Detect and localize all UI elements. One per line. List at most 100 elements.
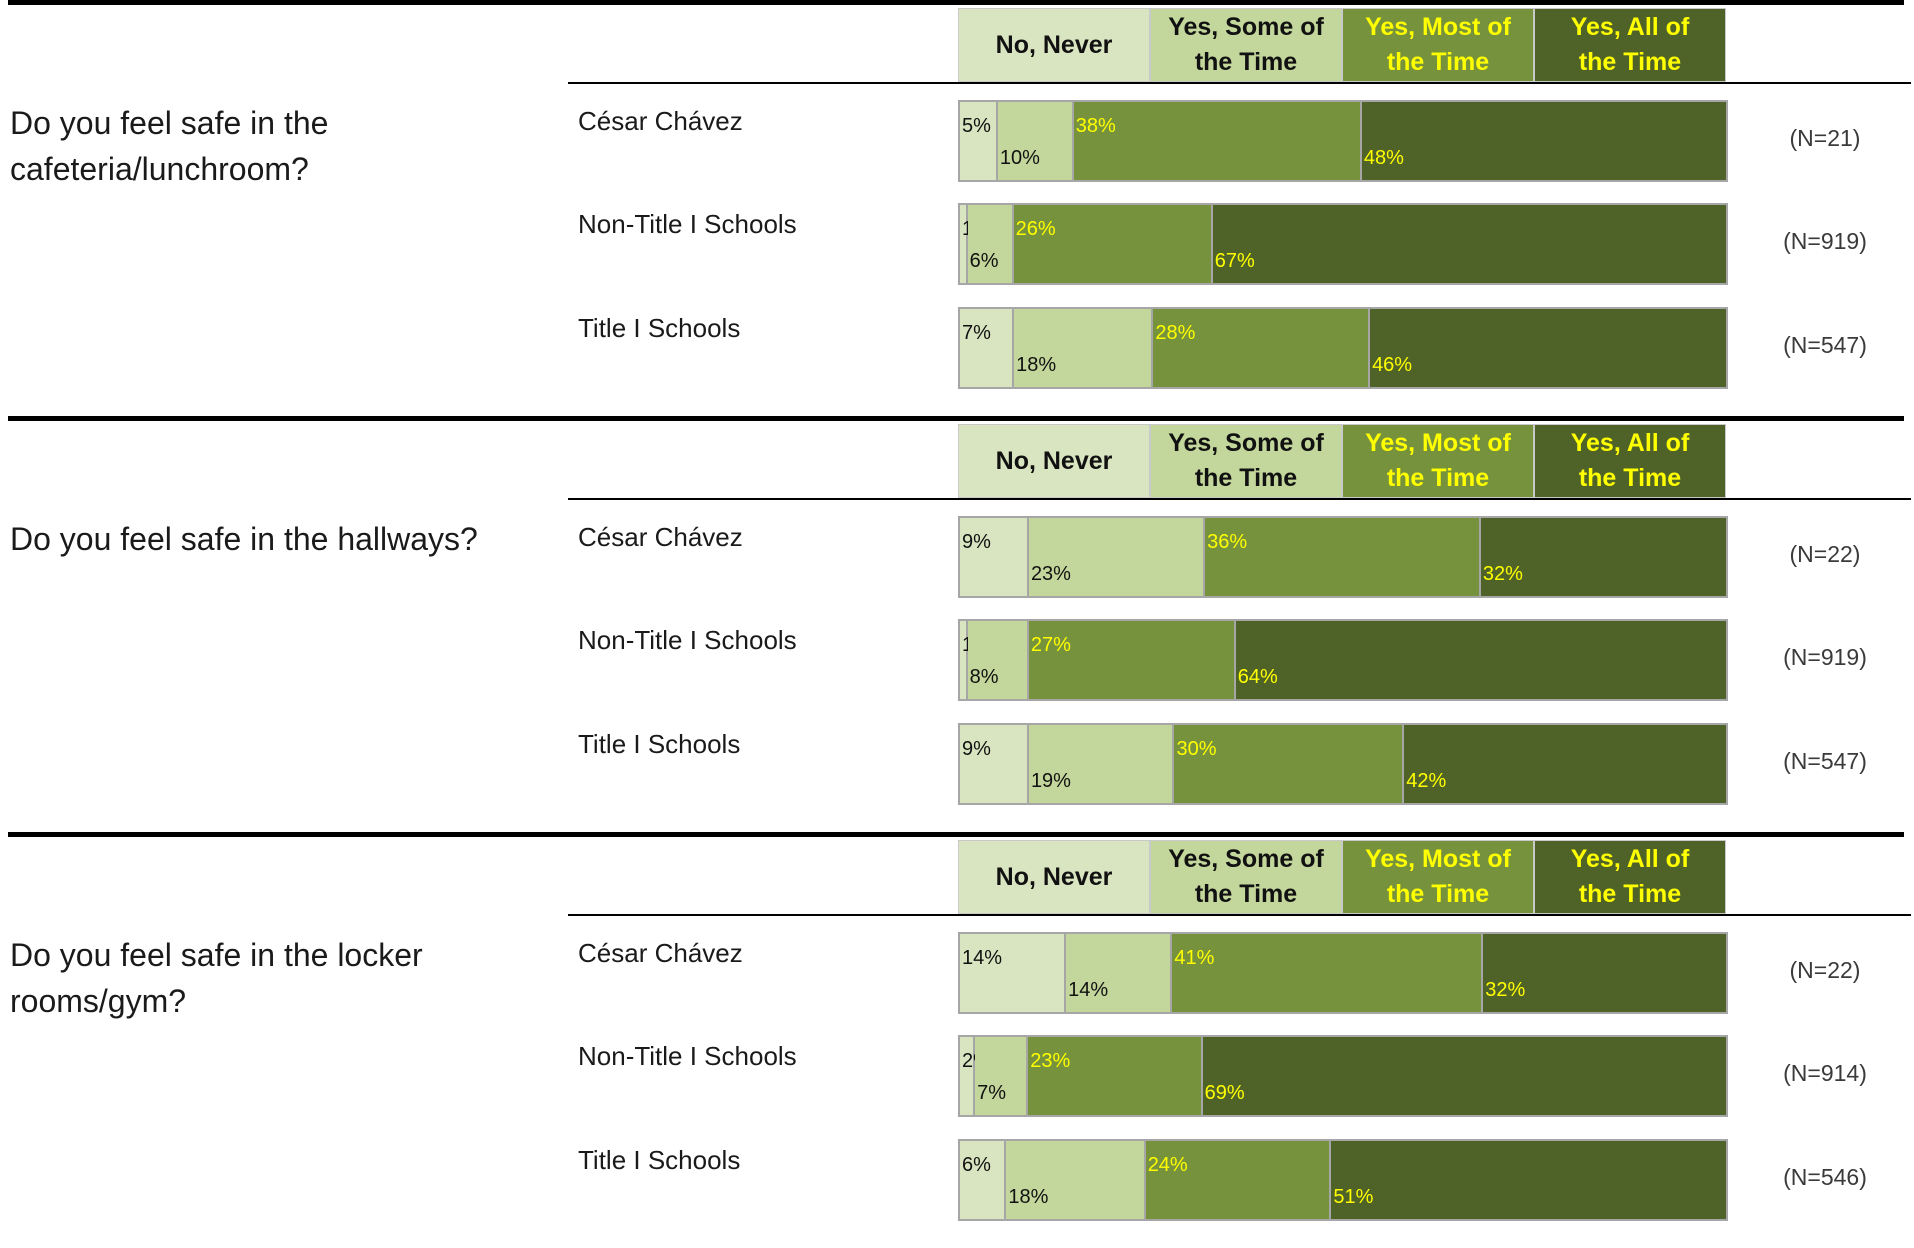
sample-size-label: (N=546): [1783, 1164, 1867, 1190]
bar-segment: 7%: [960, 309, 1015, 387]
row-label: Title I Schools: [578, 729, 741, 759]
bar-segment: 2%: [960, 1037, 991, 1115]
data-label: 5%: [962, 115, 991, 137]
header-underline: [568, 82, 1911, 84]
data-label: 18%: [1016, 354, 1057, 376]
question-panel: No, Never Yes, Some of the Time Yes, Most …: [0, 832, 1914, 1248]
bar-segment: 14%: [960, 934, 1067, 1012]
bar-segment: 30%: [1174, 725, 1405, 803]
data-label: 28%: [1155, 322, 1196, 344]
bar-segment: 36%: [1205, 518, 1481, 596]
stacked-bar: 2%7% 23% 69%: [958, 1035, 1728, 1117]
bar-segment: 23%: [1028, 1037, 1203, 1115]
data-label: 23%: [1030, 563, 1071, 585]
bar-segment: 32%: [1480, 518, 1726, 596]
bar-segment: 32%: [1483, 934, 1726, 1012]
bar-segment: 26%: [1013, 205, 1213, 283]
bar-segment: 10%: [997, 102, 1074, 180]
bar-segment: 18%: [1014, 309, 1154, 387]
data-label: 9%: [962, 531, 991, 553]
data-label: 24%: [1147, 1154, 1188, 1176]
bar-segment: 18%: [1006, 1141, 1146, 1219]
data-label: 51%: [1333, 1186, 1374, 1208]
bar-segment: 24%: [1145, 1141, 1332, 1219]
data-label: 19%: [1030, 770, 1071, 792]
data-label: 7%: [962, 322, 991, 344]
legend-header: Yes, Some of the Time: [1150, 8, 1342, 82]
data-label: 23%: [1030, 1050, 1071, 1072]
bar-segment: 28%: [1153, 309, 1371, 387]
legend-header: Yes, All of the Time: [1534, 8, 1726, 82]
bar-segment: 9%: [960, 518, 1029, 596]
stacked-bar: 14% 14% 41% 32%: [958, 932, 1728, 1014]
stacked-bar: 9% 19% 30% 42%: [958, 723, 1728, 805]
section-divider: [8, 0, 1904, 5]
data-label: 8%: [969, 666, 999, 688]
stacked-bar: 7% 18% 28% 46%: [958, 307, 1728, 389]
sample-size-label: (N=547): [1783, 332, 1867, 358]
stacked-bar: 9% 23% 36% 32%: [958, 516, 1728, 598]
stacked-bar: 6% 18% 24% 51%: [958, 1139, 1728, 1221]
bar-segment: 5%: [960, 102, 998, 180]
data-label: 46%: [1372, 354, 1413, 376]
section-divider: [8, 832, 1904, 837]
sample-size-label: (N=547): [1783, 748, 1867, 774]
bar-segment: 51%: [1331, 1141, 1726, 1219]
data-label: 67%: [1214, 250, 1255, 272]
bar-segment: 38%: [1073, 102, 1362, 180]
bar-segment: 46%: [1370, 309, 1726, 387]
sample-size-label: (N=919): [1783, 228, 1867, 254]
bar-segment: 8%: [967, 621, 1029, 699]
data-label: 69%: [1204, 1082, 1245, 1104]
bar-segment: 41%: [1172, 934, 1484, 1012]
stacked-bar: 1%6% 26% 67%: [958, 203, 1728, 285]
bar-segment: 19%: [1028, 725, 1175, 803]
bar-segment: 1%: [960, 621, 991, 699]
legend-header: Yes, Some of the Time: [1150, 840, 1342, 914]
data-label: 26%: [1015, 218, 1056, 240]
row-label: Non-Title I Schools: [578, 625, 797, 655]
data-label: 27%: [1030, 634, 1071, 656]
legend-header: No, Never: [958, 8, 1150, 82]
header-underline: [568, 914, 1911, 916]
question-text: Do you feel safe in the hallways?: [10, 521, 478, 557]
sample-size-label: (N=21): [1789, 125, 1861, 151]
bar-segment: 69%: [1202, 1037, 1726, 1115]
bar-segment: 48%: [1361, 102, 1726, 180]
row-label: César Chávez: [578, 522, 743, 552]
data-label: 14%: [1068, 979, 1109, 1001]
data-label: 32%: [1482, 563, 1523, 585]
data-label: 42%: [1406, 770, 1447, 792]
data-label: 30%: [1176, 738, 1217, 760]
question-panel: No, Never Yes, Some of the Time Yes, Most …: [0, 416, 1914, 832]
sample-size-label: (N=919): [1783, 644, 1867, 670]
data-label: 36%: [1207, 531, 1248, 553]
bar-segment: 67%: [1212, 205, 1726, 283]
legend-header: Yes, Most of the Time: [1342, 8, 1534, 82]
bar-segment: 6%: [967, 205, 1014, 283]
data-label: 48%: [1363, 147, 1404, 169]
sample-size-label: (N=22): [1789, 541, 1861, 567]
data-label: 6%: [962, 1154, 991, 1176]
data-label: 7%: [977, 1082, 1007, 1104]
legend-header: No, Never: [958, 424, 1150, 498]
bar-segment: 14%: [1066, 934, 1173, 1012]
data-label: 9%: [962, 738, 991, 760]
bar-segment: 6%: [960, 1141, 1007, 1219]
data-label: 64%: [1237, 666, 1278, 688]
header-underline: [568, 498, 1911, 500]
data-label: 41%: [1174, 947, 1215, 969]
bar-segment: 27%: [1028, 621, 1236, 699]
data-label: 6%: [969, 250, 999, 272]
bar-segment: 7%: [975, 1037, 1029, 1115]
row-label: Title I Schools: [578, 1145, 741, 1175]
question-text: Do you feel safe in the locker rooms/gym…: [10, 937, 423, 1019]
legend-header: No, Never: [958, 840, 1150, 914]
sample-size-label: (N=22): [1789, 957, 1861, 983]
data-label: 18%: [1008, 1186, 1049, 1208]
row-label: Non-Title I Schools: [578, 209, 797, 239]
stacked-bar: 5% 10% 38% 48%: [958, 100, 1728, 182]
question-text: Do you feel safe in the cafeteria/lunchr…: [10, 105, 329, 187]
stacked-bar: 1%8% 27% 64%: [958, 619, 1728, 701]
legend-header: Yes, All of the Time: [1534, 424, 1726, 498]
